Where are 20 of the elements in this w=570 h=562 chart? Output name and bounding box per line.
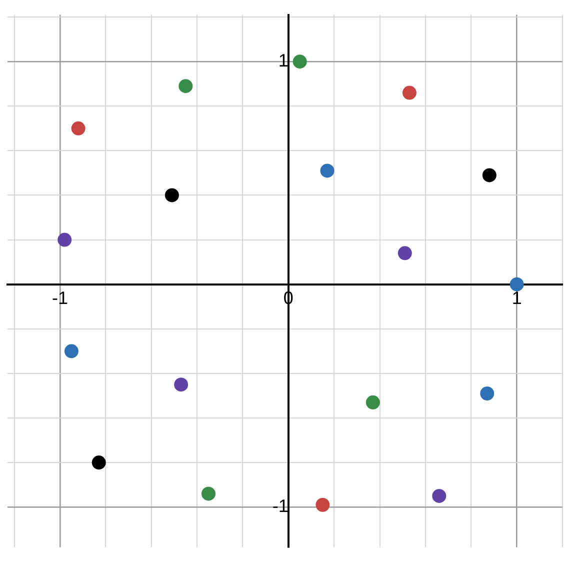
point (64, 344, 78, 358)
x-tick-label: 1 (512, 288, 522, 308)
point (316, 498, 330, 512)
point (480, 386, 494, 400)
point (164, 188, 179, 202)
point (174, 378, 188, 392)
point (71, 121, 86, 136)
point (292, 54, 307, 69)
point (398, 246, 412, 260)
point (510, 277, 524, 292)
x-tick-label: -1 (52, 288, 68, 308)
point (178, 79, 193, 94)
point (58, 232, 72, 247)
point (432, 488, 446, 503)
point (320, 164, 334, 178)
point (482, 168, 496, 182)
point (402, 86, 416, 100)
point (366, 395, 380, 410)
point (92, 456, 106, 470)
point (201, 486, 216, 501)
